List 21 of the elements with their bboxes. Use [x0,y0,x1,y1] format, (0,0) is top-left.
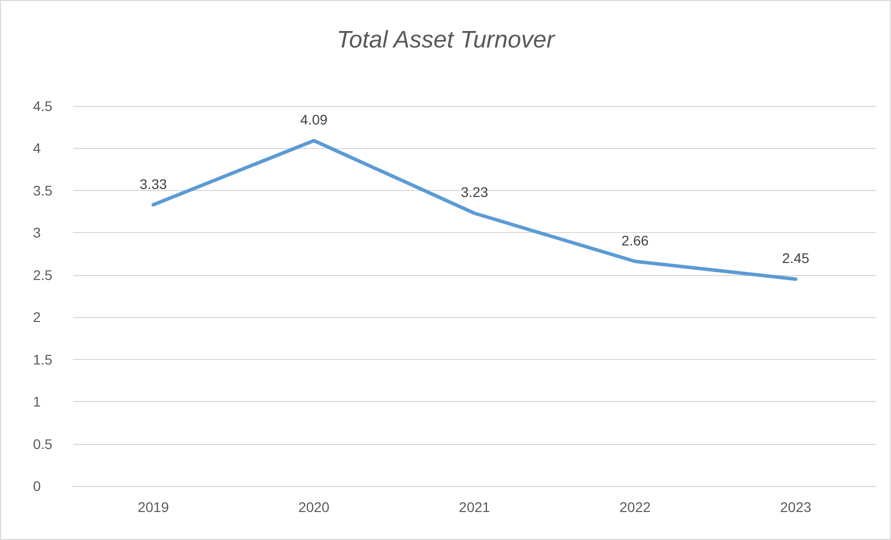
data-label: 2.66 [621,232,649,248]
x-tick-label: 2019 [138,499,170,515]
y-tick-label: 2 [33,309,41,326]
y-tick-label: 3.5 [33,182,53,198]
x-tick-label: 2023 [780,499,812,515]
data-label: 2.45 [782,250,810,266]
y-tick-label: 0 [33,478,41,494]
data-label: 3.33 [140,176,168,192]
y-tick-label: 4.5 [33,98,53,114]
data-label: 4.09 [300,112,328,128]
x-tick-label: 2022 [620,499,651,515]
y-tick-label: 2.5 [33,266,53,283]
chart-title: Total Asset Turnover [336,26,556,54]
y-tick-label: 1.5 [33,351,53,368]
data-label: 3.23 [460,184,488,200]
y-tick-label: 3 [33,224,41,241]
y-tick-label: 1 [33,394,41,410]
x-tick-label: 2020 [298,499,330,515]
y-tick-label: 0.5 [33,436,53,452]
y-tick-label: 4 [33,140,41,156]
x-tick-label: 2021 [458,499,490,515]
